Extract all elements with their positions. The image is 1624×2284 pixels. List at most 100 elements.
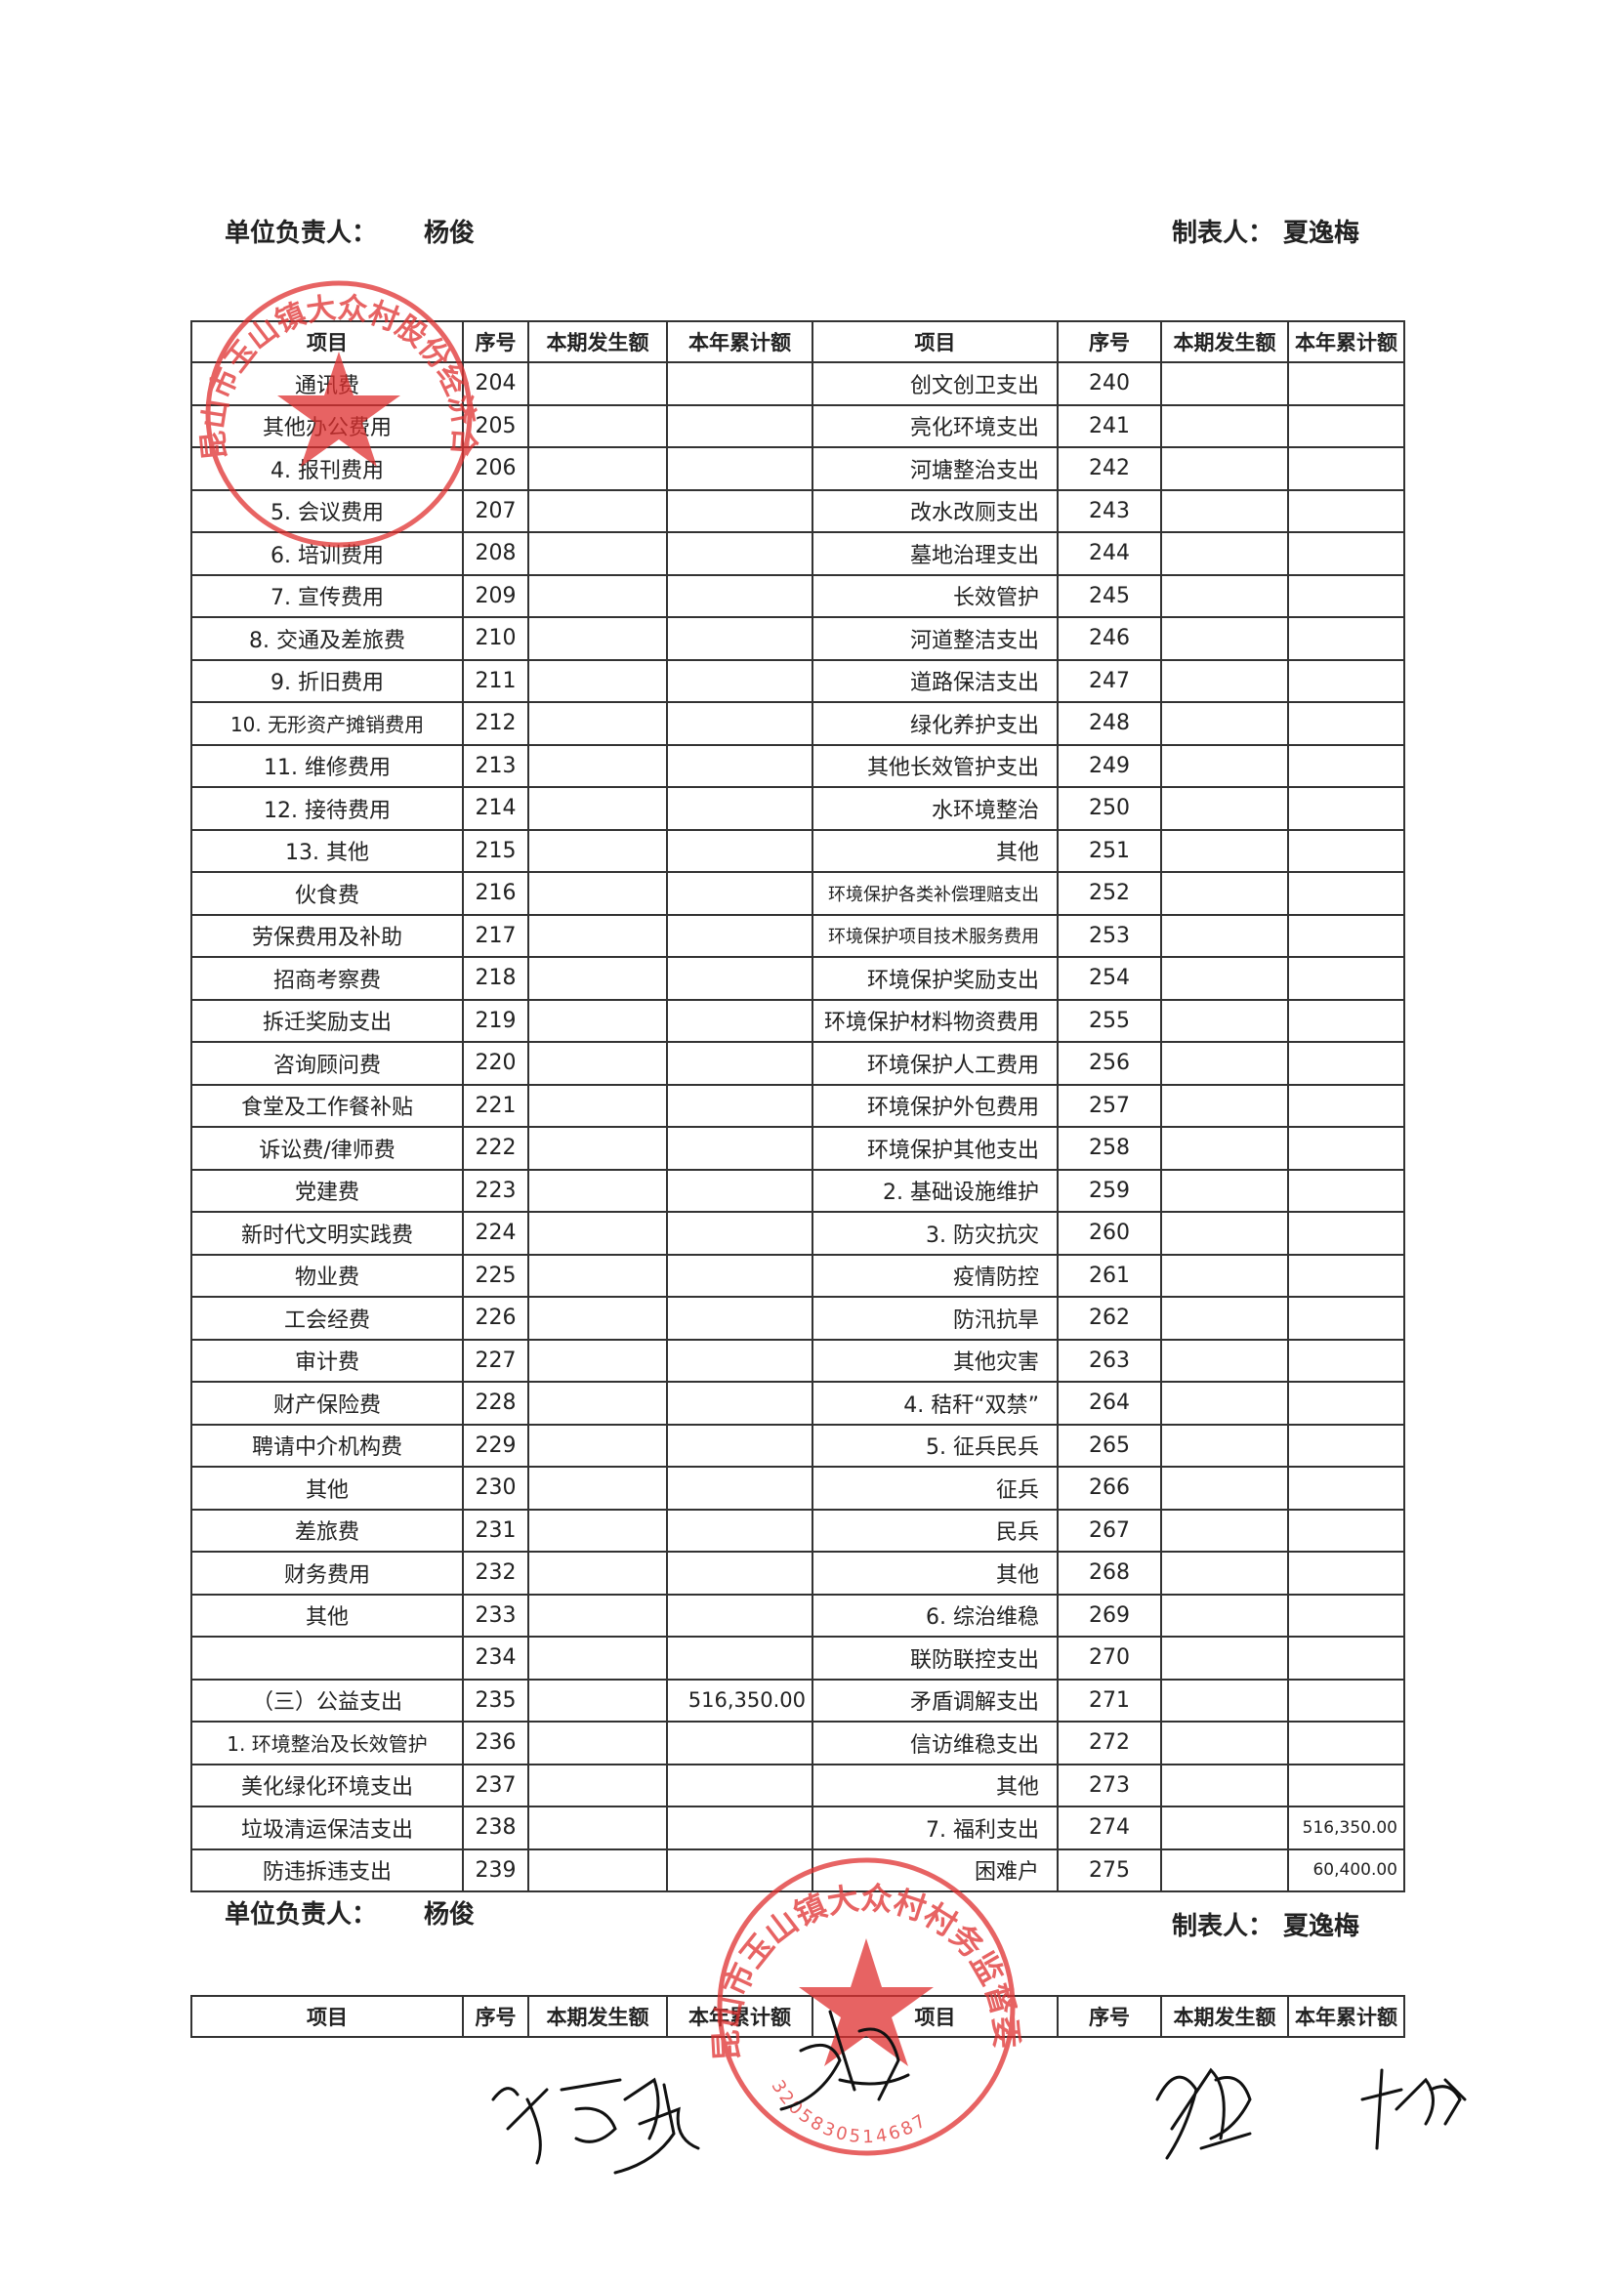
seq-no: 262 <box>1057 1296 1162 1341</box>
item: 疫情防控 <box>812 1253 1059 1298</box>
current-amount <box>1160 913 1289 958</box>
seq-no: 205 <box>462 403 529 448</box>
seq-no: 261 <box>1057 1253 1162 1298</box>
table-row: 物业费 225 疫情防控 261 <box>190 1253 1405 1298</box>
name: 夏逸梅 <box>1283 1912 1360 1941</box>
column-header: 项目 <box>190 1995 464 2038</box>
table-row: 咨询顾问费 220 环境保护人工费用 256 <box>190 1041 1405 1086</box>
item: 环境保护材料物资费用 <box>812 998 1059 1043</box>
stamp-number: 3205830514687 <box>767 2077 932 2147</box>
seq-no: 271 <box>1057 1678 1162 1723</box>
item: 劳保费用及补助 <box>190 913 464 958</box>
column-header: 序号 <box>1057 320 1162 363</box>
seq-no: 212 <box>462 701 529 746</box>
item: 矛盾调解支出 <box>812 1678 1059 1723</box>
ytd-amount <box>666 573 813 618</box>
current-amount <box>527 1381 668 1426</box>
seq-no: 233 <box>462 1593 529 1638</box>
column-header: 本年累计额 <box>666 1995 813 2038</box>
current-amount <box>527 616 668 661</box>
current-amount <box>1160 1083 1289 1128</box>
seq-no: 274 <box>1057 1806 1162 1850</box>
label: 制表人： <box>1172 1912 1274 1941</box>
seq-no: 273 <box>1057 1763 1162 1807</box>
current-amount <box>1160 488 1289 533</box>
ytd-amount <box>666 743 813 788</box>
ytd-amount <box>666 446 813 491</box>
seq-no: 236 <box>462 1721 529 1765</box>
seq-no: 241 <box>1057 403 1162 448</box>
ytd-amount <box>1287 531 1405 576</box>
table-row: 拆迁奖励支出 219 环境保护材料物资费用 255 <box>190 998 1405 1043</box>
item: 其他 <box>190 1593 464 1638</box>
current-amount <box>527 1253 668 1298</box>
table-row: 234 联防联控支出 270 <box>190 1636 1405 1681</box>
column-header: 序号 <box>462 1995 529 2038</box>
seq-no: 230 <box>462 1466 529 1511</box>
ytd-amount <box>666 1253 813 1298</box>
seq-no: 214 <box>462 786 529 831</box>
seq-no: 218 <box>462 956 529 1001</box>
seq-no: 256 <box>1057 1041 1162 1086</box>
current-amount <box>527 361 668 406</box>
current-amount <box>527 1763 668 1807</box>
current-amount <box>1160 573 1289 618</box>
ytd-amount <box>1287 1041 1405 1086</box>
table-row: 13. 其他 215 其他 251 <box>190 828 1405 873</box>
seq-no: 227 <box>462 1338 529 1383</box>
current-amount <box>1160 1423 1289 1468</box>
seq-no: 208 <box>462 531 529 576</box>
seq-no: 251 <box>1057 828 1162 873</box>
ytd-amount <box>666 1593 813 1638</box>
item: 财产保险费 <box>190 1381 464 1426</box>
current-amount <box>1160 1551 1289 1596</box>
ytd-amount <box>666 701 813 746</box>
ytd-amount <box>666 616 813 661</box>
item: 拆迁奖励支出 <box>190 998 464 1043</box>
seq-no: 238 <box>462 1806 529 1850</box>
current-amount <box>527 658 668 703</box>
current-amount <box>1160 743 1289 788</box>
current-amount <box>1160 1296 1289 1341</box>
item: 食堂及工作餐补贴 <box>190 1083 464 1128</box>
seq-no: 226 <box>462 1296 529 1341</box>
current-amount <box>527 1721 668 1765</box>
ytd-amount <box>666 658 813 703</box>
item: 其他 <box>812 828 1059 873</box>
item: 党建费 <box>190 1168 464 1213</box>
table-row: 新时代文明实践费 224 3. 防灾抗灾 260 <box>190 1211 1405 1256</box>
table-row: 审计费 227 其他灾害 263 <box>190 1338 1405 1383</box>
item: 环境保护其他支出 <box>812 1126 1059 1171</box>
ytd-amount <box>1287 1508 1405 1553</box>
table-row: 4. 报刊费用 206 河塘整治支出 242 <box>190 446 1405 491</box>
item: 环境保护外包费用 <box>812 1083 1059 1128</box>
header-row: 项目 序号 本期发生额 本年累计额 项目 序号 本期发生额 本年累计额 <box>190 1995 1405 2038</box>
item: 其他长效管护支出 <box>812 743 1059 788</box>
seq-no: 270 <box>1057 1636 1162 1681</box>
ytd-amount <box>666 1126 813 1171</box>
ytd-amount <box>1287 1381 1405 1426</box>
column-header: 本期发生额 <box>1160 1995 1289 2038</box>
ytd-amount <box>666 1721 813 1765</box>
ytd-amount <box>1287 1423 1405 1468</box>
column-header: 本期发生额 <box>527 1995 668 2038</box>
current-amount <box>1160 1636 1289 1681</box>
seq-no: 221 <box>462 1083 529 1128</box>
item: 12. 接待费用 <box>190 786 464 831</box>
item: 长效管护 <box>812 573 1059 618</box>
item: 垃圾清运保洁支出 <box>190 1806 464 1850</box>
seq-no: 222 <box>462 1126 529 1171</box>
seq-no: 249 <box>1057 743 1162 788</box>
ytd-amount <box>1287 701 1405 746</box>
seq-no: 250 <box>1057 786 1162 831</box>
table-row: 1. 环境整治及长效管护 236 信访维稳支出 272 <box>190 1721 1405 1765</box>
seq-no: 247 <box>1057 658 1162 703</box>
item: 招商考察费 <box>190 956 464 1001</box>
header-left: 单位负责人： 杨俊 <box>225 213 521 249</box>
current-amount <box>1160 956 1289 1001</box>
table-row: 11. 维修费用 213 其他长效管护支出 249 <box>190 743 1405 788</box>
footer-right: 制表人： 夏逸梅 <box>1172 1906 1406 1942</box>
name: 杨俊 <box>424 219 476 248</box>
table-row: 6. 培训费用 208 墓地治理支出 244 <box>190 531 1405 576</box>
current-amount <box>527 1211 668 1256</box>
